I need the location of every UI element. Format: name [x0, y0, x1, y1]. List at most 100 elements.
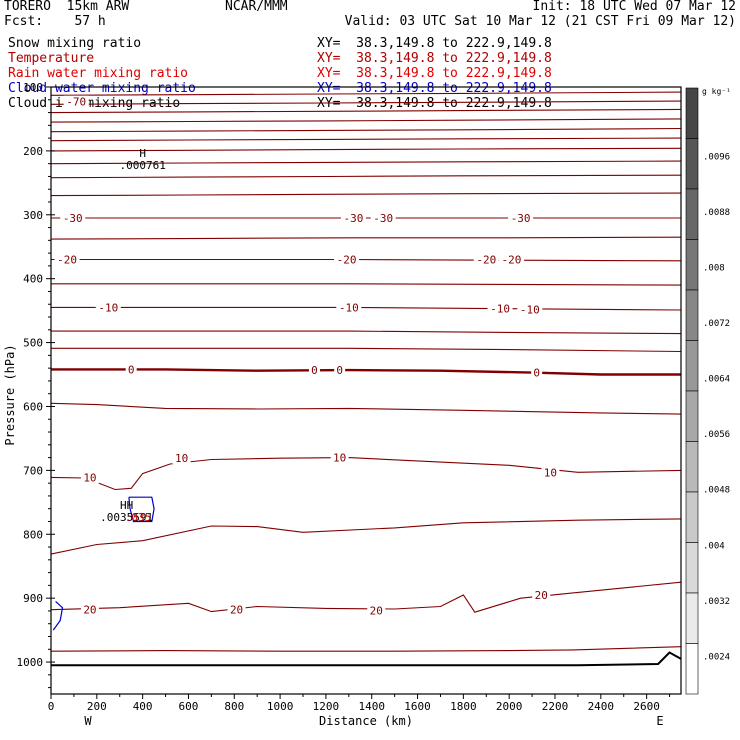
contour-label-bg: [336, 301, 362, 314]
contour-label: 10: [544, 466, 557, 479]
contour-label: -10: [490, 303, 510, 316]
color-bar-segment: [685, 491, 699, 543]
contour-label: -30: [63, 212, 83, 225]
x-tick-label: 600: [179, 700, 199, 713]
contour-label: 20: [230, 604, 243, 617]
extremum-mark: H: [139, 147, 146, 160]
color-bar-segment: [685, 87, 699, 139]
y-tick-label: 700: [23, 464, 43, 477]
x-tick-label: 200: [87, 700, 107, 713]
y-tick-label: 800: [23, 528, 43, 541]
contour-label-bg: [227, 603, 246, 616]
contour-label-bg: [330, 451, 349, 464]
field-name-temperature: Temperature: [8, 51, 95, 66]
contour-label-bg: [308, 364, 320, 377]
contour-label: -30: [511, 212, 531, 225]
contour-label: -20: [57, 254, 77, 267]
isotherm-line: [50, 147, 682, 152]
x-tick-label: 800: [224, 700, 244, 713]
contour-label-bg: [95, 301, 121, 314]
y-axis-label: Pressure (hPa): [3, 344, 17, 445]
contour-label-bg: [172, 452, 191, 465]
x-axis-left-end-label: W: [84, 714, 92, 728]
contour-label: 0: [533, 367, 540, 380]
contour-label: 10: [83, 471, 96, 484]
contour-label: 10: [333, 452, 346, 465]
extremum-value: .000761: [119, 159, 165, 172]
color-bar-segment: [685, 643, 699, 695]
field-xy-rain: XY= 38.3,149.8 to 222.9,149.8: [317, 66, 552, 81]
contour-label: -30: [343, 212, 363, 225]
field-name-rain: Rain water mixing ratio: [8, 66, 189, 81]
isotherm-line: [50, 160, 682, 165]
cloud-water-contour: [52, 600, 64, 631]
freezing-level-line: [51, 368, 681, 376]
contour-label-bg: [370, 211, 396, 224]
contour-label-bg: [367, 604, 386, 617]
x-tick-label: 0: [48, 700, 55, 713]
contour-label-bg: [498, 253, 524, 266]
y-tick-label: 300: [23, 209, 43, 222]
plot-frame: [50, 86, 682, 695]
y-tick-label: 400: [23, 273, 43, 286]
contour-label-bg: [60, 211, 86, 224]
contour-label: 20: [535, 589, 548, 602]
isotherm-line: [50, 174, 682, 179]
isotherm-line: [50, 646, 682, 652]
x-tick-label: 400: [133, 700, 153, 713]
contour-label-bg: [340, 211, 366, 224]
x-tick-label: 1600: [404, 700, 431, 713]
contour-label: 10: [175, 452, 188, 465]
x-axis-right-end-label: E: [656, 714, 663, 728]
contour-label-bg: [532, 588, 551, 601]
contour-label: -10: [98, 301, 118, 314]
contour-label-bg: [334, 364, 346, 377]
contour-label: 0: [336, 364, 343, 377]
isotherm-line: [50, 137, 682, 142]
isotherm-line: [50, 402, 682, 415]
x-tick-label: 2200: [542, 700, 569, 713]
cloud-water-contour: [128, 496, 155, 523]
isotherm-line: [50, 457, 682, 491]
contour-label: -30: [373, 212, 393, 225]
color-bar-segment: [685, 592, 699, 644]
x-tick-label: 1000: [267, 700, 294, 713]
isotherm-line: [51, 258, 682, 262]
contour-label-bg: [531, 366, 543, 379]
color-bar-segment: [685, 390, 699, 442]
field-name-cloud-water: Cloud water mixing ratio: [8, 81, 196, 96]
field-xy-cloud-ice: XY= 38.3,149.8 to 222.9,149.8: [317, 96, 552, 111]
x-tick-label: 2400: [588, 700, 615, 713]
contour-label-bg: [54, 253, 80, 266]
contour-label-bg: [487, 302, 513, 315]
contour-label: -20: [502, 254, 522, 267]
color-bar-segment: [685, 138, 699, 190]
isotherm-line: [51, 347, 682, 353]
contour-label-bg: [541, 466, 560, 479]
color-bar-label: .0064: [703, 375, 730, 385]
color-bar-segment: [685, 441, 699, 493]
color-bar-segment: [685, 289, 699, 341]
isotherm-line: [50, 518, 682, 555]
color-bar: .0096 .0088 .008 .0072 .0064 .0056 .0048 .004 .0…: [685, 87, 731, 695]
isotherm-line: [51, 330, 682, 335]
y-tick-label: 100: [23, 81, 43, 94]
color-bar-label: .0048: [703, 486, 730, 496]
extremum-value: .0035591: [100, 511, 153, 524]
y-tick-label: 600: [23, 400, 43, 413]
contour-label: 0: [311, 364, 318, 377]
extremum-mark: HH: [120, 499, 133, 512]
color-bar-label: .008: [703, 264, 725, 274]
field-xy-temperature: XY= 38.3,149.8 to 222.9,149.8: [317, 51, 552, 66]
isotherm-line: [50, 108, 682, 114]
contour-label-bg: [63, 95, 89, 108]
color-bar-unit: g kg⁻¹: [702, 87, 731, 96]
model-label: TORERO 15km ARW: [4, 0, 130, 14]
isotherm-line: [50, 91, 682, 96]
contour-label: 0: [128, 363, 135, 376]
y-tick-label: 1000: [17, 656, 44, 669]
color-bar-label: .0088: [703, 208, 730, 218]
init-time: Init: 18 UTC Wed 07 Mar 12: [532, 0, 737, 14]
contour-label: -20: [476, 254, 496, 267]
isotherm-line: [51, 306, 682, 311]
